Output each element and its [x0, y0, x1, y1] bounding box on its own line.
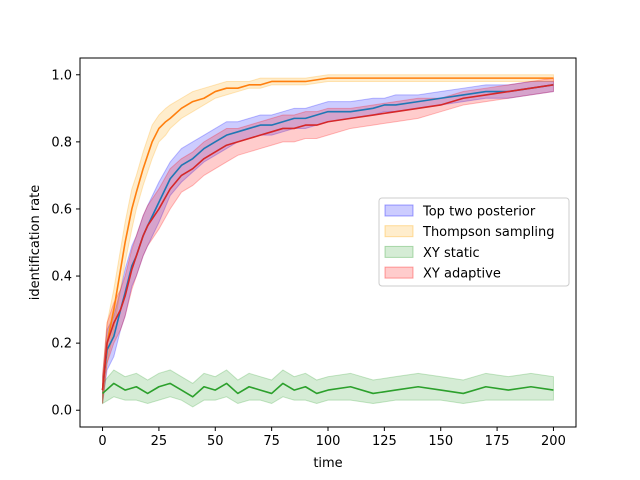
x-tick-label: 25	[151, 434, 168, 449]
confidence-bands	[102, 74, 554, 408]
x-tick-label: 175	[485, 434, 510, 449]
top-two-posterior-band	[102, 80, 554, 404]
y-tick-label: 0.8	[51, 135, 72, 150]
y-tick-label: 0.2	[51, 337, 72, 352]
y-tick-label: 0.6	[51, 202, 72, 217]
y-tick-label: 0.0	[51, 404, 72, 419]
xy-adaptive-band	[102, 77, 554, 404]
top-two-posterior-legend-label: Top two posterior	[422, 205, 536, 220]
x-tick-label: 125	[372, 434, 397, 449]
top-two-posterior-legend-swatch	[384, 204, 414, 217]
xy-adaptive-legend-swatch	[384, 266, 414, 279]
x-tick-label: 75	[263, 434, 280, 449]
xy-static-band	[102, 369, 554, 408]
legend: Top two posterior Thompson sampling XY sta…	[378, 197, 570, 287]
y-tick-label: 0.4	[51, 270, 72, 285]
x-tick-label: 100	[316, 434, 341, 449]
legend-box	[378, 197, 570, 287]
thompson-sampling-legend-swatch	[384, 225, 414, 238]
xy-adaptive-legend-label: XY adaptive	[423, 267, 501, 282]
x-tick-label: 0	[98, 434, 106, 449]
thompson-sampling-line	[101, 77, 554, 391]
xy-static-legend-swatch	[384, 245, 414, 258]
x-axis-label: time	[313, 456, 342, 471]
x-tick-label: 200	[541, 434, 566, 449]
xy-static-legend-label: XY static	[423, 246, 480, 261]
thompson-sampling-legend-label: Thompson sampling	[422, 225, 555, 240]
thompson-sampling-band	[102, 74, 554, 404]
xy-adaptive-line	[101, 84, 554, 391]
y-axis-label: identification rate	[28, 185, 43, 301]
y-tick-label: 1.0	[51, 68, 72, 83]
x-tick-label: 150	[428, 434, 453, 449]
x-axis-ticks: 0 25 50 75 100 125 150 175 200	[98, 427, 566, 449]
xy-static-line	[102, 382, 554, 398]
series-lines	[101, 77, 554, 398]
y-axis-ticks: 0.0 0.2 0.4 0.6 0.8 1.0	[51, 68, 80, 419]
x-tick-label: 50	[207, 434, 224, 449]
